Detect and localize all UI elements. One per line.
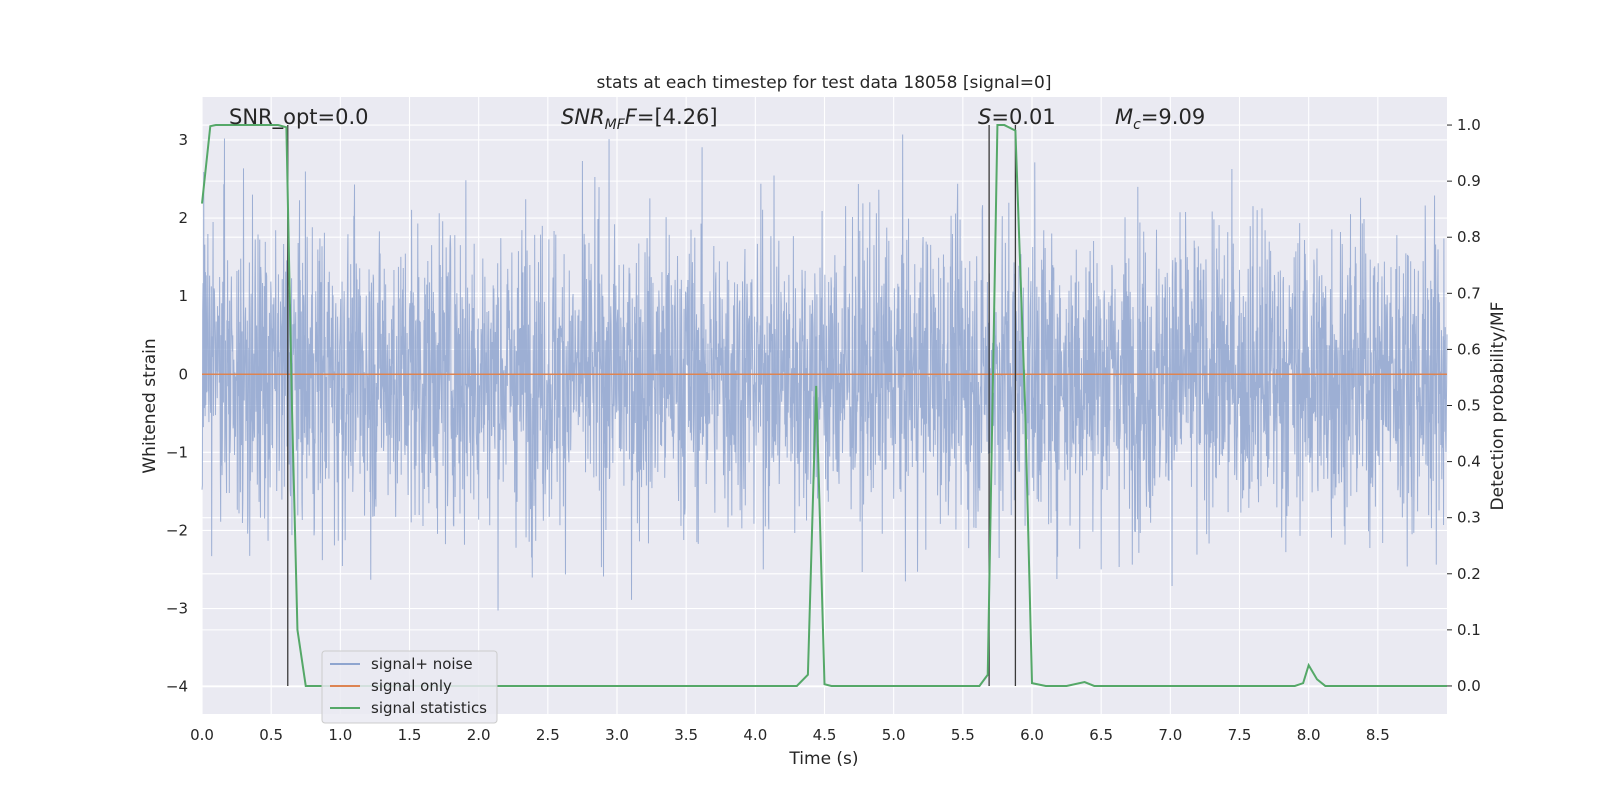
- y-right-axis-ticks: 1.0 0.9 0.8 0.7 0.6 0.5 0.4 0.3 0.2 0.1 0.0: [1447, 116, 1481, 695]
- y-axis-label: Whitened strain: [140, 338, 160, 473]
- y-axis-ticks: 3 2 1 0 −1 −2 −3 −4: [166, 131, 188, 696]
- legend-box: [321, 650, 498, 724]
- x-tick-label: 8.0: [1297, 726, 1321, 744]
- y-tick-label: 1: [178, 287, 188, 305]
- x-tick-label: 4.0: [743, 726, 767, 744]
- s-base: S: [978, 105, 991, 129]
- legend-label-signal-only: signal only: [371, 677, 452, 695]
- x-tick-label: 0.0: [190, 726, 214, 744]
- x-tick-label: 3.0: [605, 726, 629, 744]
- y-right-tick-label: 0.4: [1457, 453, 1481, 471]
- y-right-tick-label: 0.2: [1457, 565, 1481, 583]
- annotation-snr-mf: SNRMFF=[4.26]: [561, 105, 718, 133]
- y-right-tick-label: 0.9: [1457, 172, 1481, 190]
- legend-label-signal-noise: signal+ noise: [371, 655, 473, 673]
- mc-subscript: c: [1133, 117, 1141, 133]
- signal-noise-line: [201, 134, 1448, 611]
- y-tick-label: 2: [178, 209, 188, 227]
- y-right-tick-label: 0.0: [1457, 677, 1481, 695]
- y-right-tick-label: 0.5: [1457, 397, 1481, 415]
- snr-mf-f: F: [625, 105, 638, 129]
- annotation-mc: Mc=9.09: [1115, 105, 1205, 133]
- y-right-axis-label: Detection probability/MF: [1488, 302, 1508, 511]
- legend: signal+ noise signal only signal statist…: [321, 650, 498, 724]
- x-tick-label: 2.0: [467, 726, 491, 744]
- snr-mf-value: =[4.26]: [637, 105, 718, 129]
- mc-base: M: [1115, 105, 1133, 129]
- signal-noise-series: [201, 134, 1448, 611]
- y-tick-label: −1: [166, 443, 188, 461]
- legend-label-signal-statistics: signal statistics: [371, 699, 487, 717]
- x-tick-label: 6.0: [1020, 726, 1044, 744]
- x-tick-label: 1.0: [328, 726, 352, 744]
- signal-statistics-series: [201, 124, 1447, 687]
- y-right-tick-label: 0.3: [1457, 509, 1481, 527]
- x-tick-label: 0.5: [259, 726, 283, 744]
- x-tick-label: 7.5: [1228, 726, 1252, 744]
- signal-statistics-line: [201, 124, 1447, 687]
- x-tick-label: 8.5: [1366, 726, 1390, 744]
- x-tick-label: 2.5: [536, 726, 560, 744]
- x-tick-label: 1.5: [398, 726, 422, 744]
- snr-mf-base: SNR: [561, 105, 605, 129]
- s-value: =0.01: [991, 105, 1055, 129]
- y-tick-label: −3: [166, 600, 188, 618]
- x-tick-label: 4.5: [813, 726, 837, 744]
- x-tick-label: 5.5: [951, 726, 975, 744]
- y-tick-label: −4: [166, 678, 188, 696]
- snr-mf-subscript: MF: [605, 117, 626, 133]
- y-right-tick-label: 0.8: [1457, 228, 1481, 246]
- y-tick-label: 3: [178, 131, 188, 149]
- annotation-s: S=0.01: [978, 105, 1056, 129]
- annotation-snr-opt: SNR_opt=0.0: [229, 105, 369, 130]
- y-tick-label: 0: [178, 365, 188, 383]
- mc-value: =9.09: [1141, 105, 1205, 129]
- x-axis-label: Time (s): [788, 749, 858, 769]
- x-tick-label: 7.0: [1158, 726, 1182, 744]
- x-tick-label: 5.0: [882, 726, 906, 744]
- y-right-tick-label: 0.6: [1457, 340, 1481, 358]
- chart-title: stats at each timestep for test data 180…: [597, 73, 1052, 93]
- x-tick-label: 6.5: [1089, 726, 1113, 744]
- x-tick-label: 3.5: [674, 726, 698, 744]
- y-right-tick-label: 0.7: [1457, 284, 1481, 302]
- x-axis-ticks: 0.0 0.5 1.0 1.5 2.0 2.5 3.0 3.5 4.0 4.5 5.0 5.5 6.0 6…: [190, 726, 1390, 744]
- y-tick-label: −2: [166, 521, 188, 539]
- y-right-tick-label: 0.1: [1457, 621, 1481, 639]
- y-right-tick-label: 1.0: [1457, 116, 1481, 134]
